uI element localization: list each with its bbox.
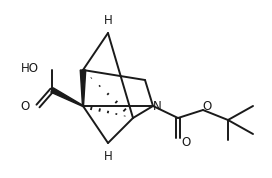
Text: O: O xyxy=(20,100,30,112)
Text: N: N xyxy=(153,100,161,112)
Text: H: H xyxy=(104,150,112,163)
Text: O: O xyxy=(181,135,191,148)
Polygon shape xyxy=(80,70,86,106)
Text: HO: HO xyxy=(21,62,39,75)
Text: H: H xyxy=(104,14,112,27)
Text: O: O xyxy=(202,100,212,112)
Polygon shape xyxy=(51,88,83,106)
